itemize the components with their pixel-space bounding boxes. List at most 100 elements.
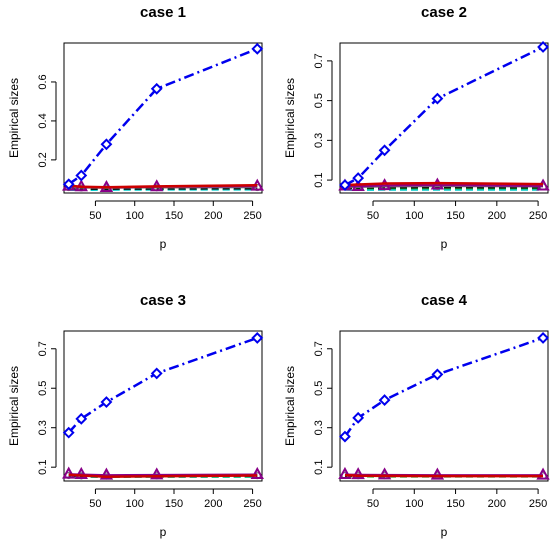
data-point-diamond (62, 426, 75, 439)
series-line (344, 181, 544, 187)
y-axis: 0.2 0.4 0.6 (37, 74, 57, 168)
x-tick-label: 100 (405, 498, 423, 510)
x-tick-label: 100 (126, 498, 144, 510)
y-tick-label: 0.7 (37, 341, 49, 356)
data-point-triangle (430, 467, 445, 480)
data-point-diamond (537, 41, 549, 53)
series-line (344, 473, 543, 478)
chart-panel-4: case 4 50 100 150 200 250 p 0.1 0.3 0.5 0.7 Empiric… (283, 292, 550, 539)
x-tick-label: 200 (488, 498, 506, 510)
x-axis: 50 100 150 200 250 (367, 488, 547, 510)
x-tick-label: 50 (89, 210, 101, 222)
x-axis: 50 100 150 200 250 (367, 200, 547, 222)
x-tick-label: 100 (126, 210, 144, 222)
y-tick-label: 0.7 (313, 53, 325, 68)
data-point-diamond (352, 172, 365, 185)
x-tick-label: 150 (446, 210, 464, 222)
data-point-diamond (352, 411, 365, 424)
y-tick-label: 0.1 (37, 460, 49, 475)
x-axis-label: p (441, 237, 448, 251)
data-point-triangle (351, 467, 365, 480)
x-tick-label: 100 (405, 210, 423, 222)
data-point-diamond (62, 178, 75, 191)
data-point-triangle (74, 466, 88, 479)
series-line (344, 184, 544, 188)
y-tick-label: 0.3 (313, 133, 325, 148)
series-2 (344, 181, 544, 187)
x-tick-label: 200 (488, 210, 506, 222)
series-1 (62, 42, 264, 191)
y-axis-label: Empirical sizes (283, 366, 297, 446)
x-axis-label: p (160, 525, 167, 539)
data-point-diamond (431, 92, 444, 105)
data-point-triangle (99, 467, 114, 480)
data-point-diamond (100, 138, 113, 151)
x-tick-label: 250 (529, 498, 547, 510)
chart-title: case 4 (421, 292, 468, 309)
data-point-diamond (339, 430, 351, 443)
series-1 (339, 331, 549, 443)
y-tick-label: 0.5 (37, 381, 49, 396)
series-1 (339, 41, 549, 191)
x-tick-label: 250 (243, 498, 261, 510)
y-tick-label: 0.1 (313, 460, 325, 475)
data-point-diamond (251, 331, 264, 344)
x-tick-label: 150 (446, 498, 464, 510)
data-point-diamond (378, 144, 391, 157)
x-axis: 50 100 150 200 250 (89, 488, 262, 510)
series-2 (344, 473, 543, 478)
series-2 (68, 183, 258, 189)
y-axis: 0.1 0.3 0.5 0.7 (313, 341, 333, 475)
y-tick-label: 0.3 (313, 420, 325, 435)
data-point-triangle (62, 466, 76, 479)
y-axis: 0.1 0.3 0.5 0.7 (313, 53, 333, 188)
data-point-triangle (536, 467, 550, 480)
y-tick-label: 0.2 (37, 152, 49, 167)
data-point-triangle (250, 466, 264, 479)
data-point-diamond (339, 179, 351, 191)
x-tick-label: 50 (367, 210, 379, 222)
data-point-diamond (537, 331, 549, 344)
chart-panel-2: case 2 50 100 150 200 250 p 0.1 0.3 0.5 0.7 Empiric… (283, 4, 550, 251)
y-tick-label: 0.1 (313, 172, 325, 187)
x-axis-label: p (441, 525, 448, 539)
y-tick-label: 0.6 (37, 74, 49, 89)
series-line (68, 473, 258, 478)
y-axis-label: Empirical sizes (283, 78, 297, 158)
plot-frame (339, 42, 549, 194)
data-point-diamond (75, 169, 88, 182)
data-point-diamond (251, 42, 264, 55)
y-axis: 0.1 0.3 0.5 0.7 (37, 341, 57, 475)
y-tick-label: 0.7 (313, 341, 325, 356)
data-point-diamond (150, 82, 163, 95)
x-tick-label: 150 (165, 498, 183, 510)
data-point-triangle (338, 466, 352, 479)
data-point-triangle (377, 467, 392, 480)
data-point-triangle (150, 467, 164, 480)
x-tick-label: 250 (243, 210, 261, 222)
x-tick-label: 200 (204, 210, 222, 222)
y-tick-label: 0.4 (37, 113, 49, 128)
chart-title: case 3 (140, 292, 186, 309)
y-axis-label: Empirical sizes (7, 78, 21, 158)
data-point-diamond (100, 396, 113, 408)
series-line (344, 45, 544, 187)
plot-frame (339, 330, 549, 482)
data-point-diamond (378, 394, 391, 406)
x-tick-label: 50 (367, 498, 379, 510)
y-axis-label: Empirical sizes (7, 366, 21, 446)
series-1 (62, 331, 264, 439)
plot-frame (63, 42, 263, 194)
x-tick-label: 50 (89, 498, 101, 510)
series-2 (68, 473, 258, 478)
y-tick-label: 0.3 (37, 420, 49, 435)
chart-title: case 1 (140, 4, 186, 21)
series-line (68, 183, 258, 189)
plot-frame (63, 330, 263, 482)
x-tick-label: 150 (165, 210, 183, 222)
chart-panel-1: case 1 50 100 150 200 250 p 0.2 0.4 0.6 Empirical … (7, 4, 264, 251)
data-point-diamond (150, 367, 163, 380)
x-axis: 50 100 150 200 250 (89, 200, 262, 222)
x-tick-label: 200 (204, 498, 222, 510)
